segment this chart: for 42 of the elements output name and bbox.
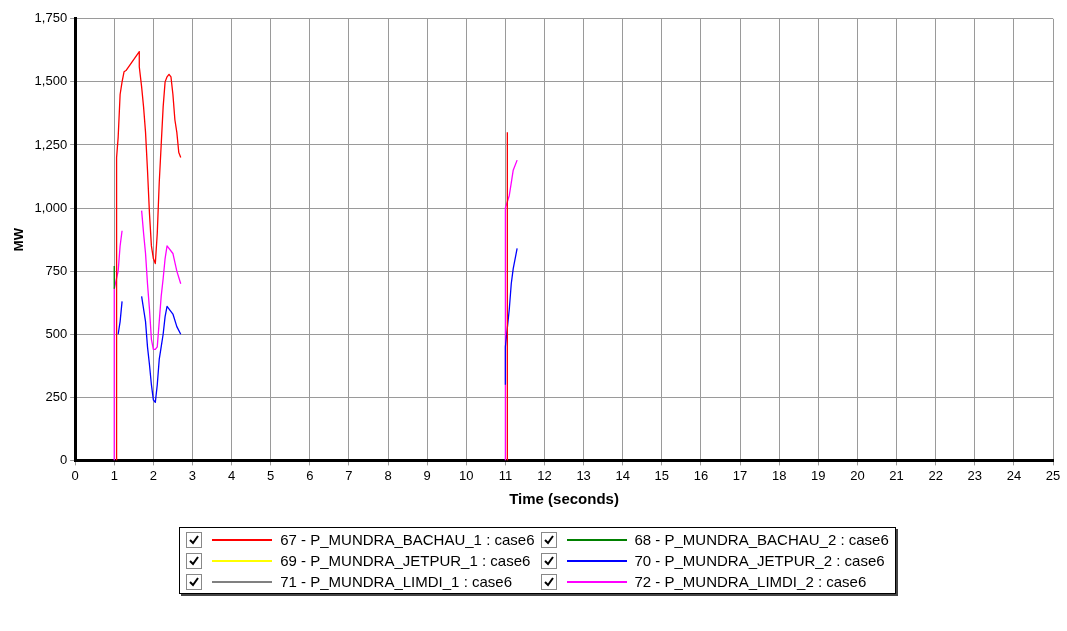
- x-tick-label: 6: [306, 467, 314, 483]
- x-tick-label: 19: [811, 467, 826, 483]
- x-tick-label: 7: [345, 467, 353, 483]
- x-tick-label: 13: [576, 467, 591, 483]
- y-tick-label: 1,250: [34, 136, 68, 152]
- x-tick-label: 23: [967, 467, 982, 483]
- legend-label: 69 - P_MUNDRA_JETPUR_1 : case6: [280, 552, 531, 569]
- x-tick-label: 14: [615, 467, 630, 483]
- x-tick-label: 5: [267, 467, 275, 483]
- x-tick-label: 20: [850, 467, 865, 483]
- x-tick-label: 3: [188, 467, 197, 483]
- x-tick-label: 10: [459, 467, 474, 483]
- y-axis-title: MW: [11, 227, 27, 252]
- y-tick-label: 0: [59, 451, 68, 467]
- x-tick-label: 15: [654, 467, 670, 483]
- x-tick-label: 12: [537, 467, 552, 483]
- x-tick-label: 24: [1006, 467, 1022, 483]
- x-tick-label: 22: [928, 467, 943, 483]
- legend-label: 68 - P_MUNDRA_BACHAU_2 : case6: [634, 531, 889, 548]
- x-tick-label: 1: [110, 467, 118, 483]
- x-tick-label: 16: [693, 467, 709, 483]
- y-tick-label: 1,500: [34, 73, 68, 89]
- x-tick-label: 11: [498, 467, 513, 483]
- x-tick-label: 21: [889, 467, 904, 483]
- x-tick-label: 17: [732, 467, 748, 483]
- x-tick-label: 2: [149, 467, 157, 483]
- x-axis-title: Time (seconds): [509, 490, 619, 508]
- legend-label: 72 - P_MUNDRA_LIMDI_2 : case6: [634, 573, 867, 590]
- y-tick-label: 250: [45, 388, 68, 404]
- x-tick-label: 0: [71, 467, 79, 483]
- y-tick-label: 500: [45, 325, 68, 341]
- legend-label: 70 - P_MUNDRA_JETPUR_2 : case6: [634, 552, 885, 569]
- x-tick-label: 18: [771, 467, 787, 483]
- y-tick-label: 1,000: [34, 199, 68, 215]
- x-tick-label: 4: [227, 467, 236, 483]
- x-tick-label: 25: [1045, 467, 1061, 483]
- x-tick-label: 8: [384, 467, 392, 483]
- x-tick-label: 9: [423, 467, 431, 483]
- legend-label: 71 - P_MUNDRA_LIMDI_1 : case6: [280, 573, 512, 590]
- legend-label: 67 - P_MUNDRA_BACHAU_1 : case6: [280, 531, 535, 548]
- y-tick-label: 750: [45, 262, 68, 278]
- y-tick-label: 1,750: [34, 10, 68, 26]
